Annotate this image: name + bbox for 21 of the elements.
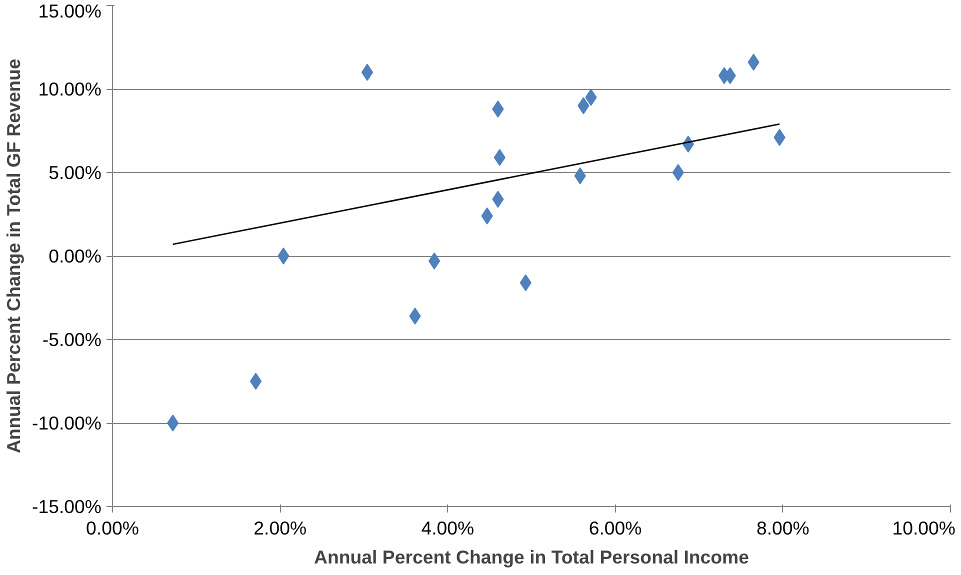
y-tick-label: 5.00% (48, 162, 102, 183)
x-tick-label: 10.00% (892, 518, 956, 538)
x-tick-label: 6.00% (588, 518, 642, 538)
y-tick-label: -15.00% (32, 496, 102, 517)
y-tick-label: 15.00% (38, 0, 102, 22)
y-tick-label: -5.00% (42, 329, 102, 350)
point (672, 164, 684, 181)
x-axis-title: Annual Percent Change in Total Personal Income (314, 546, 750, 568)
point (428, 252, 440, 270)
x-tick-label: 8.00% (756, 518, 810, 538)
x-tick-label: 2.00% (254, 518, 307, 538)
point (278, 248, 290, 264)
point (361, 64, 374, 81)
point (250, 372, 262, 390)
y-tick-label: 10.00% (38, 78, 102, 100)
y-tick-label: -10.00% (32, 412, 102, 434)
x-tick-label: 0.00% (86, 518, 139, 538)
y-axis-title: Annual Percent Change in Total GF Revenue (3, 58, 24, 454)
point (167, 414, 179, 432)
x-tick-label: 4.00% (421, 518, 474, 538)
y-tick-label: 0.00% (48, 246, 102, 266)
